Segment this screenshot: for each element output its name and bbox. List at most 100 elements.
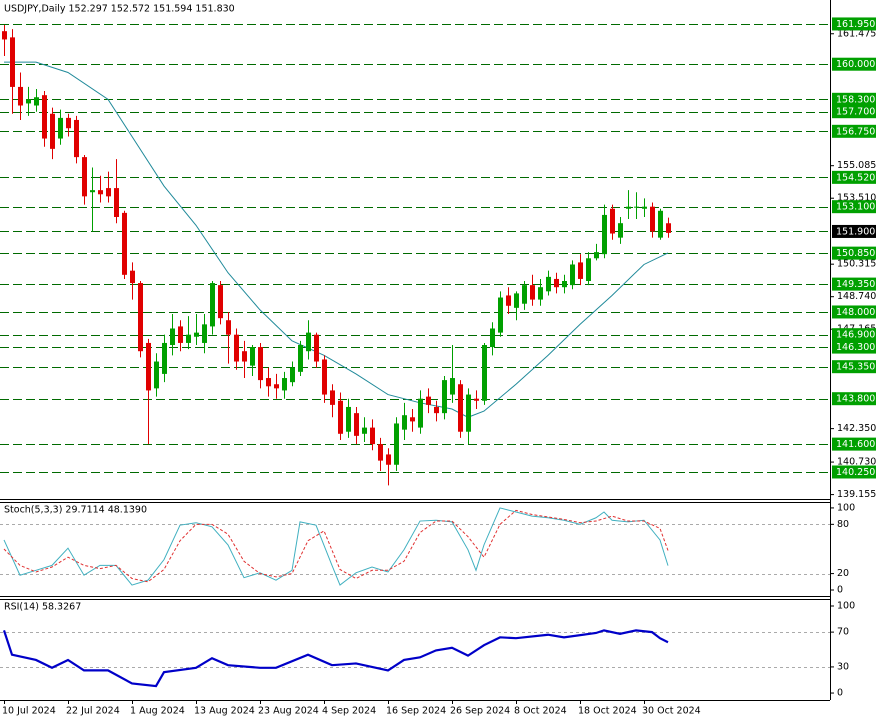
level-label: 149.350: [836, 279, 875, 290]
candle-body: [58, 117, 63, 139]
level-label: 150.850: [836, 248, 875, 259]
candle-body: [178, 326, 183, 343]
candle-body: [106, 188, 111, 197]
candle-body: [402, 415, 407, 430]
candle-body: [538, 287, 543, 300]
candle-body: [386, 454, 391, 465]
x-tick-label: 10 Jul 2024: [2, 706, 56, 717]
level-box: [832, 17, 876, 31]
candle-body: [506, 295, 511, 306]
level-box: [832, 360, 876, 374]
level-box: [832, 57, 876, 71]
candle-body: [186, 334, 191, 343]
level-label: 143.800: [836, 394, 875, 405]
candle-body: [122, 212, 127, 275]
candle-body: [434, 406, 439, 414]
y-tick-label: 80: [837, 519, 849, 530]
candle-body: [610, 208, 615, 234]
candle-body: [2, 31, 7, 40]
candle-body: [666, 223, 671, 233]
level-box: [832, 465, 876, 479]
y-tick-label: 148.740: [837, 291, 876, 302]
chart-title: USDJPY,Daily 152.297 152.572 151.594 151…: [4, 4, 235, 15]
x-tick-label: 16 Sep 2024: [386, 706, 446, 717]
candle-body: [442, 380, 447, 414]
candle-body: [410, 417, 415, 422]
candle-body: [82, 157, 87, 197]
x-tick-label: 4 Sep 2024: [322, 706, 376, 717]
level-box: [832, 392, 876, 406]
candle-body: [346, 406, 351, 432]
level-box: [832, 340, 876, 354]
y-tick-label: 161.475: [837, 28, 876, 39]
x-tick-label: 26 Sep 2024: [450, 706, 510, 717]
candle-body: [394, 423, 399, 465]
level-box: [832, 305, 876, 319]
candle-body: [602, 214, 607, 255]
candle-body: [250, 347, 255, 366]
level-label: 146.900: [836, 330, 875, 341]
indicator-line: [3, 507, 669, 586]
candle-body: [498, 297, 503, 333]
y-tick-label: 150.315: [837, 259, 876, 270]
level-label: 140.250: [836, 467, 875, 478]
y-tick-label: 139.155: [837, 489, 876, 500]
candle-body: [418, 398, 423, 428]
candle-body: [10, 37, 15, 87]
y-tick-label: 30: [837, 661, 849, 672]
candle-body: [258, 347, 263, 381]
candle-body: [42, 95, 47, 139]
level-box: [832, 224, 876, 238]
candle-body: [362, 427, 367, 434]
indicator-title: Stoch(5,3,3) 29.7114 48.1390: [4, 505, 147, 516]
level-label: 154.520: [836, 172, 875, 183]
candle-body: [658, 210, 663, 238]
level-label: 151.900: [836, 226, 875, 237]
level-label: 148.000: [836, 307, 875, 318]
x-tick-label: 8 Oct 2024: [514, 706, 567, 717]
level-box: [832, 92, 876, 106]
candle-body: [514, 293, 519, 308]
x-tick-label: 22 Jul 2024: [66, 706, 120, 717]
candle-body: [578, 262, 583, 279]
candle-body: [154, 361, 159, 389]
candle-body: [282, 378, 287, 391]
candle-body: [226, 320, 231, 335]
y-tick-label: 0: [837, 688, 843, 699]
candle-body: [306, 332, 311, 352]
y-tick-label: 100: [837, 502, 855, 513]
x-tick-label: 30 Oct 2024: [642, 706, 701, 717]
candle-body: [482, 345, 487, 401]
candle-body: [90, 190, 95, 193]
candle-body: [330, 390, 335, 405]
level-label: 156.750: [836, 126, 875, 137]
candle-body: [50, 113, 55, 149]
candle-body: [450, 378, 455, 395]
candle-body: [138, 283, 143, 352]
indicator-title: RSI(14) 58.3267: [4, 602, 81, 613]
level-box: [832, 124, 876, 138]
candle-body: [474, 398, 479, 401]
level-label: 141.600: [836, 439, 875, 450]
level-label: 161.950: [836, 19, 875, 30]
level-box: [832, 170, 876, 184]
candle-body: [130, 270, 135, 284]
y-tick-label: 140.730: [837, 457, 876, 468]
x-tick-label: 13 Aug 2024: [194, 706, 255, 717]
candle-body: [218, 285, 223, 319]
level-label: 158.300: [836, 94, 875, 105]
candle-body: [650, 206, 655, 232]
candle-body: [274, 384, 279, 389]
x-tick-label: 23 Aug 2024: [258, 706, 319, 717]
candle-body: [18, 86, 23, 106]
candle-body: [378, 444, 383, 461]
candle-body: [66, 117, 71, 129]
candle-body: [562, 281, 567, 288]
indicator-line: [2, 629, 669, 688]
x-tick-label: 18 Oct 2024: [578, 706, 637, 717]
candle-body: [458, 384, 463, 432]
candle-body: [314, 334, 319, 362]
x-tick-label: 1 Aug 2024: [130, 706, 185, 717]
